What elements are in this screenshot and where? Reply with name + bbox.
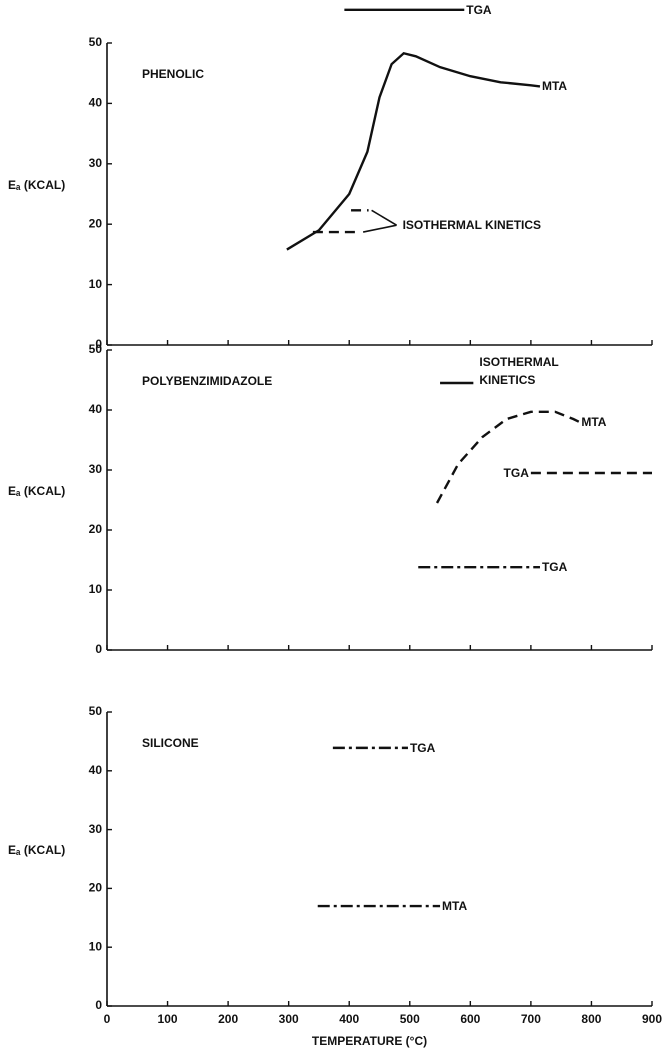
y-tick-label: 30: [89, 156, 103, 170]
series-label: ISOTHERMAL KINETICS: [479, 355, 559, 387]
series-label: MTA: [541, 79, 568, 94]
panel-title: PHENOLIC: [142, 67, 204, 81]
x-tick-label: 700: [521, 1012, 541, 1026]
series-line: [312, 209, 369, 234]
y-tick-label: 50: [89, 35, 103, 49]
y-tick-label: 20: [89, 881, 103, 895]
x-tick-label: 600: [460, 1012, 480, 1026]
y-tick-label: 30: [89, 822, 103, 836]
y-tick-label: 40: [89, 763, 103, 777]
y-tick-label: 20: [89, 216, 103, 230]
y-tick-label: 0: [95, 337, 102, 351]
series-label: TGA: [503, 466, 529, 480]
arrow-line: [371, 209, 398, 226]
x-tick-label: 900: [642, 1012, 662, 1026]
x-tick-label: 400: [339, 1012, 359, 1026]
x-tick-label: 500: [400, 1012, 420, 1026]
series-line: [435, 410, 580, 504]
series-label: TGA: [409, 740, 436, 755]
y-axis-label: Eₐ (KCAL): [8, 843, 65, 857]
x-tick-label: 100: [158, 1012, 178, 1026]
y-tick-label: 20: [89, 522, 103, 536]
y-tick-label: 10: [89, 939, 103, 953]
y-tick-label: 10: [89, 277, 103, 291]
series-label: TGA: [541, 560, 568, 575]
y-axis-label: Eₐ (KCAL): [8, 178, 65, 192]
x-tick-label: 800: [581, 1012, 601, 1026]
y-tick-label: 50: [89, 342, 103, 356]
panel-title: POLYBENZIMIDAZOLE: [142, 374, 272, 388]
x-axis-label: TEMPERATURE (°C): [312, 1034, 427, 1048]
y-tick-label: 0: [95, 998, 102, 1012]
y-tick-label: 30: [89, 462, 103, 476]
series-label: MTA: [442, 899, 468, 914]
series-line: [286, 51, 541, 251]
x-tick-label: 0: [104, 1012, 111, 1026]
x-tick-label: 200: [218, 1012, 238, 1026]
series-label: ISOTHERMAL KINETICS: [402, 218, 542, 233]
y-tick-label: 0: [95, 642, 102, 656]
y-tick-label: 40: [89, 96, 103, 110]
series-label: MTA: [581, 415, 607, 429]
y-tick-label: 40: [89, 402, 103, 416]
y-axis-label: Eₐ (KCAL): [8, 484, 65, 498]
arrow-line: [362, 224, 397, 233]
panel-title: SILICONE: [142, 736, 199, 750]
y-tick-label: 10: [89, 582, 103, 596]
x-tick-label: 300: [279, 1012, 299, 1026]
series-label: TGA: [466, 2, 492, 17]
y-tick-label: 50: [89, 704, 103, 718]
